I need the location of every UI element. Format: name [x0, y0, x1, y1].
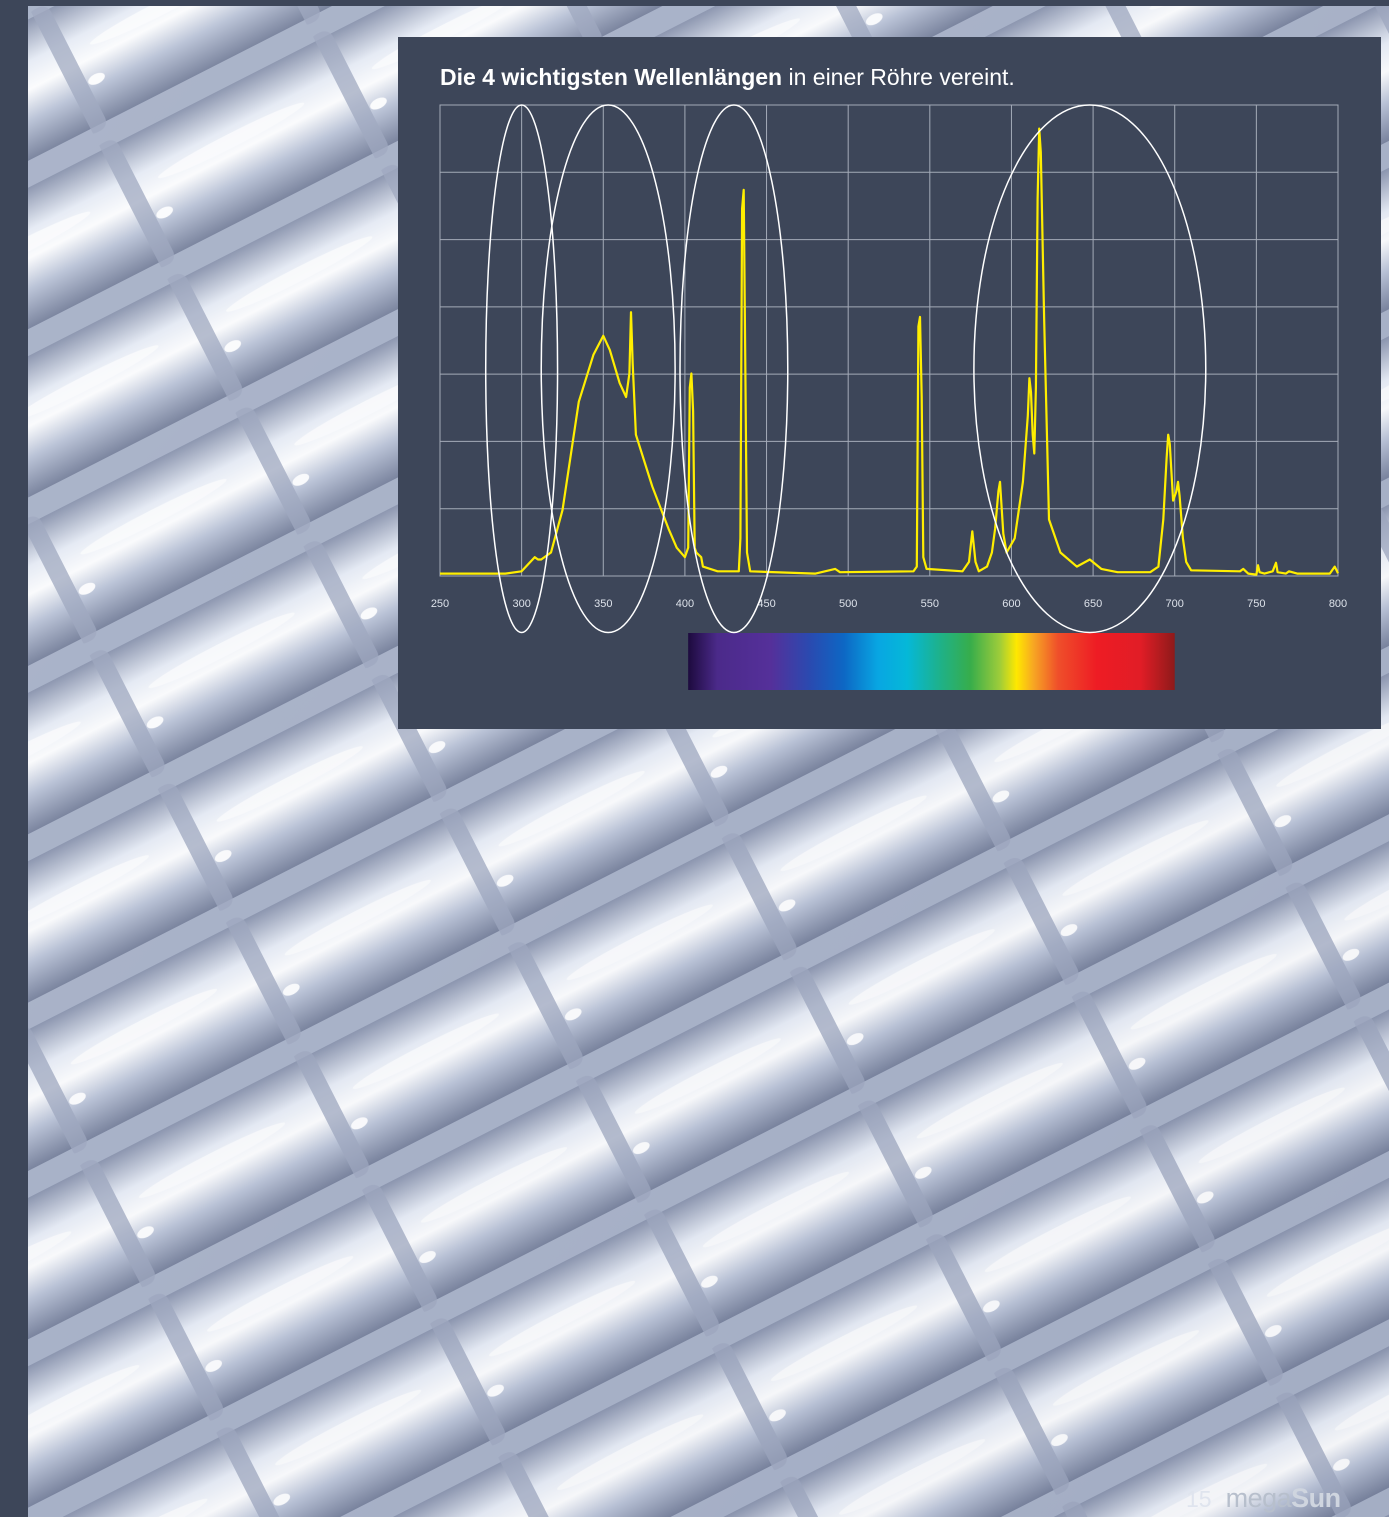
spectrum-chart-panel: 250 300 350 400 450 500 550 600 650 700 750 800 Die…	[398, 37, 1381, 729]
highlight-ellipses	[484, 104, 1207, 634]
page-number: 15	[1186, 1486, 1212, 1512]
brand-logo: megaSun	[1225, 1483, 1342, 1513]
x-tick-label: 550	[921, 598, 939, 610]
x-tick-label: 650	[1084, 598, 1102, 610]
brand-logo-part1: mega	[1225, 1483, 1292, 1513]
x-tick-label: 500	[839, 598, 857, 610]
chart-grid	[439, 104, 1339, 577]
x-tick-label: 250	[431, 598, 449, 610]
x-tick-label: 300	[512, 598, 530, 610]
emission-curve	[440, 127, 1339, 576]
chart-title: Die 4 wichtigsten Wellenlängen in einer …	[440, 63, 1015, 91]
highlight-ellipse	[484, 104, 559, 634]
x-tick-label: 350	[594, 598, 612, 610]
emission-line	[440, 127, 1339, 576]
x-tick-label: 450	[757, 598, 775, 610]
page-footer: 15 megaSun	[1186, 1483, 1341, 1517]
x-tick-label: 800	[1329, 598, 1347, 610]
highlight-ellipse	[679, 104, 789, 634]
x-tick-label: 700	[1166, 598, 1184, 610]
chart-title-rest: in einer Röhre vereint.	[782, 64, 1015, 90]
x-tick-label: 400	[676, 598, 694, 610]
plot-frame	[439, 104, 1339, 577]
color-spectrum-bar	[688, 633, 1175, 690]
brand-logo-part2: Sun	[1291, 1483, 1341, 1513]
highlight-ellipse	[540, 104, 676, 634]
spectrum-gradient	[688, 633, 1175, 690]
highlight-ellipse	[973, 104, 1207, 634]
x-axis-tick-labels: 250 300 350 400 450 500 550 600 650 700 750 800	[431, 598, 1347, 610]
x-tick-label: 600	[1002, 598, 1020, 610]
x-tick-label: 750	[1247, 598, 1265, 610]
chart-title-bold: Die 4 wichtigsten Wellenlängen	[440, 64, 783, 90]
spectrum-chart: 250 300 350 400 450 500 550 600 650 700 750 800	[431, 104, 1347, 690]
